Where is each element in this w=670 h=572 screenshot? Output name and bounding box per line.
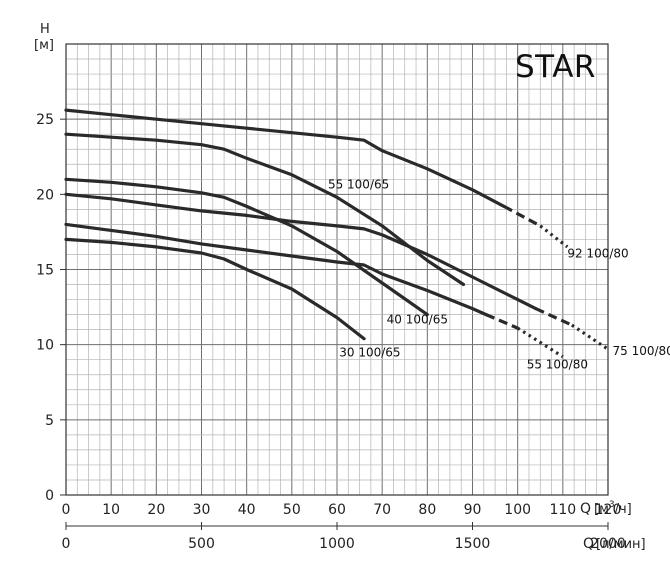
curve-label: 92 100/80	[567, 246, 628, 260]
curve-75-100-80	[64, 192, 538, 311]
curve-label: 55 100/80	[527, 358, 588, 372]
x-tick-label: 10	[102, 502, 120, 518]
x-tick-label: 110	[549, 502, 576, 518]
curve-40-100-65	[64, 177, 429, 317]
x-tick-label: 70	[373, 502, 391, 518]
y-tick-label: 15	[36, 263, 54, 279]
x-tick-label: 120	[595, 502, 622, 518]
curve-75-100-80-dashed	[535, 307, 573, 327]
y-tick-label: 20	[36, 187, 54, 203]
curve-label: 55 100/65	[328, 177, 389, 191]
x-axis-label: Q	[580, 501, 591, 517]
curve-92-100-80-dashed	[503, 204, 542, 228]
x2-tick-label: 1000	[319, 536, 355, 552]
chart-grid	[65, 43, 609, 496]
x-tick-label: 0	[62, 502, 71, 518]
curve-label: 30 100/65	[339, 346, 400, 360]
x2-tick-label: 500	[188, 536, 215, 552]
curve-92-100-80	[64, 108, 506, 208]
curve-75-100-80-dotted	[571, 323, 609, 351]
x2-tick-label: 0	[62, 536, 71, 552]
y-tick-label: 0	[45, 488, 54, 504]
x2-tick-label: 2000	[590, 536, 626, 552]
brand-title: STAR	[515, 49, 596, 85]
curve-55-100-80-dashed	[485, 313, 519, 330]
y-tick-label: 25	[36, 112, 54, 128]
y-tick-label: 10	[36, 338, 54, 354]
chart-axes: 0 5 10 15 20 25 0 10 20 30 40 50 60 70 80 90 100 110 120 0 5…	[36, 112, 626, 552]
x-tick-label: 50	[283, 502, 301, 518]
x2-tick-label: 1500	[455, 536, 491, 552]
y-tick-label: 5	[45, 413, 54, 429]
x-axis-unit: [м3/ч]	[594, 500, 632, 517]
curve-label: 75 100/80	[613, 344, 670, 358]
curve-30-100-65	[64, 237, 366, 341]
y-axis-unit: [м]	[34, 38, 54, 53]
x-tick-label: 90	[464, 502, 482, 518]
x-tick-label: 40	[238, 502, 256, 518]
x-tick-label: 80	[418, 502, 436, 518]
curve-label: 40 100/65	[387, 313, 448, 327]
curve-55-100-65	[64, 132, 466, 287]
x-tick-label: 60	[328, 502, 346, 518]
curve-55-100-80-dotted	[516, 326, 564, 359]
x-tick-label: 20	[147, 502, 165, 518]
x2-axis-label: Q	[583, 536, 594, 552]
y-axis-label: H	[40, 22, 50, 37]
x-tick-label: 30	[193, 502, 211, 518]
x2-axis-unit: [л/мин]	[596, 537, 646, 552]
x-tick-label: 100	[504, 502, 531, 518]
curve-92-100-80-dotted	[539, 224, 569, 249]
curve-55-100-80	[64, 222, 488, 317]
chart-curves: 92 100/80 75 100/80 55 100/65 55 100/80 40 1…	[64, 108, 670, 372]
